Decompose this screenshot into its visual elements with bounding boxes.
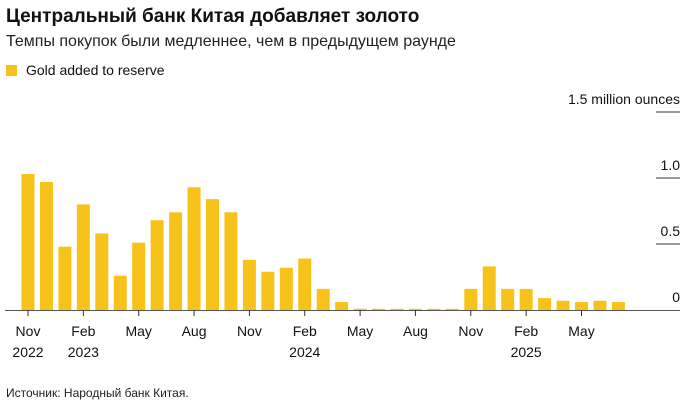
bar (335, 302, 349, 310)
x-tick-label-month: Nov (16, 323, 41, 339)
bar (187, 187, 201, 310)
x-tick-label-month: Nov (237, 323, 262, 339)
x-tick-label-year: 2023 (68, 344, 99, 360)
bar (150, 220, 164, 310)
bar (593, 300, 607, 310)
bar (21, 174, 35, 310)
x-tick-label-month: Aug (403, 323, 428, 339)
bar (113, 275, 127, 310)
bar (206, 199, 219, 310)
bar (611, 302, 625, 310)
bar (169, 212, 183, 310)
bar (538, 298, 552, 310)
x-tick-label-month: Feb (514, 323, 538, 339)
x-tick-label-year: 2025 (511, 344, 542, 360)
bar (224, 212, 238, 310)
legend: Gold added to reserve (6, 62, 165, 78)
bar (298, 258, 312, 310)
bar (132, 242, 146, 310)
x-tick-label-month: Nov (458, 323, 483, 339)
bar (39, 181, 53, 310)
x-tick-label-month: May (125, 323, 151, 339)
source-note: Источник: Народный банк Китая. (6, 386, 189, 400)
y-tick-label: 0 (672, 289, 680, 305)
bar (242, 259, 256, 310)
bar (76, 204, 90, 310)
x-tick-label-month: May (347, 323, 373, 339)
bar (464, 288, 478, 310)
bar (556, 300, 570, 310)
x-tick-label-month: Feb (71, 323, 95, 339)
x-tick-label-month: Aug (182, 323, 207, 339)
bar (95, 233, 109, 310)
bar (575, 302, 588, 310)
bar (58, 246, 72, 310)
x-tick-label-year: 2024 (289, 344, 320, 360)
legend-label: Gold added to reserve (26, 62, 165, 78)
x-tick-label-month: May (568, 323, 594, 339)
x-tick-label-year: 2022 (12, 344, 43, 360)
y-tick-label: 1.5 million ounces (568, 91, 680, 107)
x-tick-label-month: Feb (293, 323, 317, 339)
bar (261, 271, 275, 310)
bar (519, 288, 533, 310)
chart-subtitle: Темпы покупок были медленнее, чем в пред… (6, 33, 456, 50)
bar (501, 288, 515, 310)
bar (316, 288, 330, 310)
y-tick-label: 0.5 (661, 223, 681, 239)
bar (482, 266, 496, 310)
y-tick-label: 1.0 (661, 157, 681, 173)
bar (279, 267, 293, 310)
chart-title: Центральный банк Китая добавляет золото (6, 6, 420, 27)
legend-swatch (6, 64, 17, 76)
